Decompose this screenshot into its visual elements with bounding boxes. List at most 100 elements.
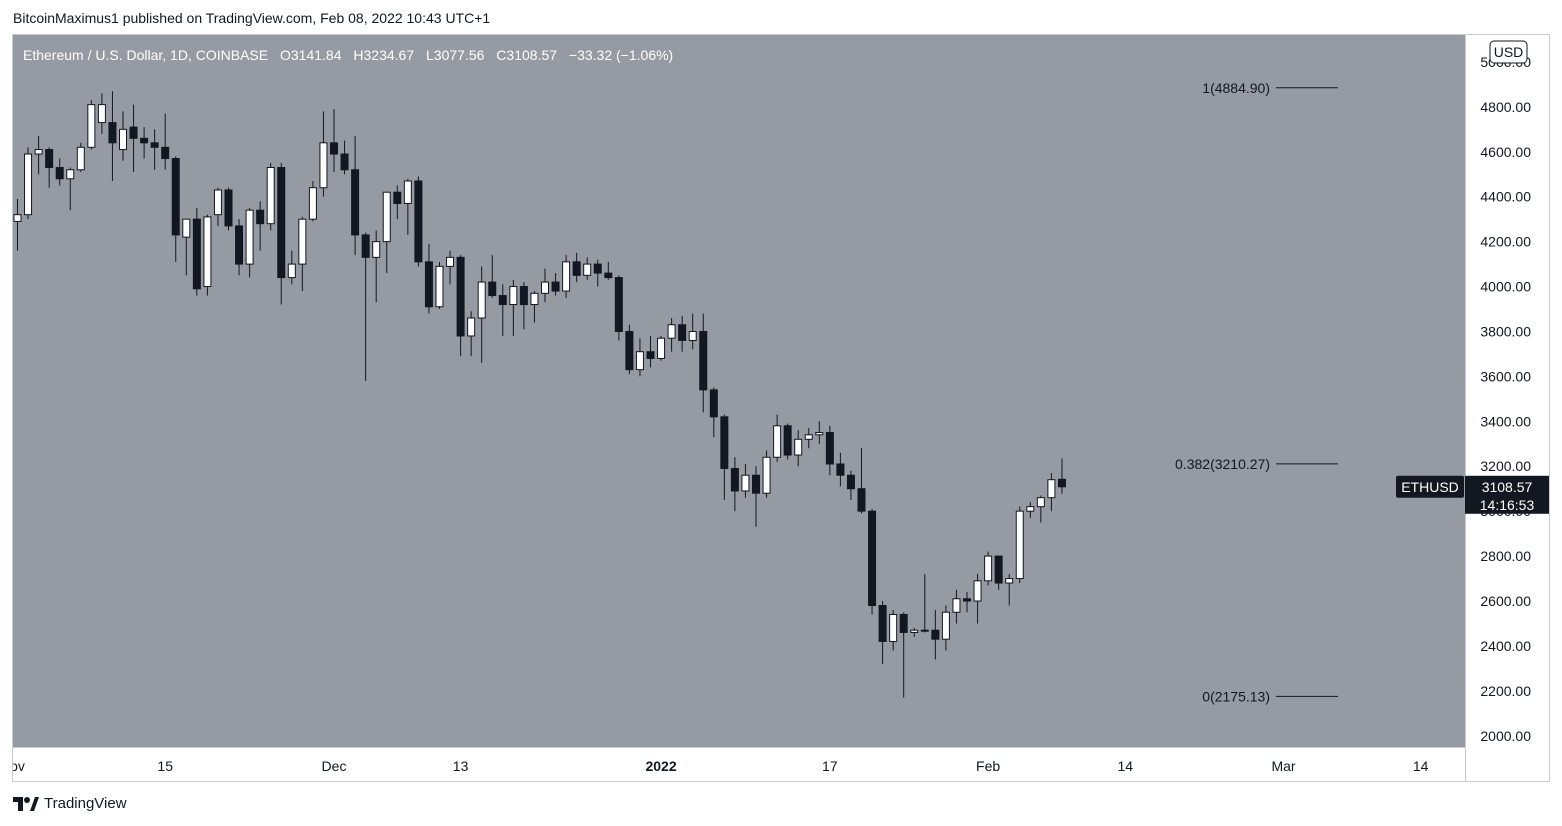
candle [192, 207, 201, 296]
tradingview-brand[interactable]: TradingView [13, 795, 127, 812]
candle-body [245, 209, 254, 265]
candle [699, 313, 708, 413]
fib-level[interactable]: 1(4884.90) [1202, 80, 1338, 96]
publish-line: BitcoinMaximus1 published on TradingView… [13, 10, 491, 26]
candle-body [330, 142, 338, 155]
candle-body [889, 613, 898, 642]
last-price-label: 3108.57 [1482, 479, 1533, 495]
x-tick-label: 15 [157, 758, 173, 774]
candle [635, 338, 644, 377]
candle [55, 158, 64, 186]
candle [541, 268, 549, 303]
candle-body [498, 295, 507, 306]
candle [709, 387, 718, 438]
candle-body [773, 425, 782, 458]
x-tick-label: 14 [1117, 758, 1133, 774]
fib-level[interactable]: 0.382(3210.27) [1175, 456, 1338, 472]
candle-body [319, 142, 328, 189]
candle [235, 219, 244, 276]
low-label: L [426, 47, 434, 63]
candle-body [667, 324, 676, 339]
candle-body [794, 438, 803, 456]
candle-body [45, 149, 54, 169]
candle-body [393, 191, 402, 204]
candle-body [477, 281, 486, 319]
candle [878, 601, 887, 664]
candle-body [340, 153, 349, 171]
candle [382, 191, 391, 274]
candle [1015, 506, 1024, 584]
x-axis-ticks: ov 15 Dec 13 2022 17 Feb 14 Mar 14 [13, 758, 1429, 774]
candle-body [298, 218, 307, 265]
chart-svg[interactable]: 1(4884.90)0.382(3210.27)0(2175.13) 5000.… [13, 35, 1549, 781]
candle [551, 273, 560, 296]
fib-level[interactable]: 0(2175.13) [1202, 688, 1338, 704]
y-tick-label: 3800.00 [1480, 323, 1531, 339]
candle-body [13, 214, 22, 222]
last-price-tag: ETHUSD 3108.57 14:16:53 [1396, 475, 1549, 514]
candle-body [593, 263, 602, 274]
candle [868, 508, 877, 615]
candle [87, 100, 96, 150]
x-tick-label: 13 [453, 758, 469, 774]
candle-body [467, 317, 476, 337]
candle-body [984, 555, 993, 582]
x-tick-label: ov [13, 758, 25, 774]
candle [393, 185, 402, 220]
fib-level-label: 0(2175.13) [1202, 688, 1270, 704]
plot-background[interactable] [13, 35, 1465, 747]
candle [762, 450, 771, 498]
candle-body [308, 187, 317, 220]
close-label: C [496, 47, 506, 63]
y-tick-label: 3600.00 [1480, 368, 1531, 384]
y-tick-label: 2600.00 [1480, 593, 1531, 609]
chart-frame[interactable]: 1(4884.90)0.382(3210.27)0(2175.13) 5000.… [12, 34, 1550, 782]
candle-body [150, 142, 159, 148]
candle-body [614, 277, 623, 332]
candle [583, 257, 592, 280]
candle [161, 113, 170, 170]
candle [488, 255, 497, 298]
candle-body [931, 629, 940, 640]
candle-body [952, 598, 961, 613]
candle [182, 218, 191, 276]
candle [572, 252, 581, 283]
low-value: 3077.56 [434, 47, 485, 63]
y-tick-label: 2800.00 [1480, 548, 1531, 564]
candle-body [836, 463, 845, 476]
candle-body [203, 216, 212, 288]
candle-body [192, 218, 201, 290]
x-tick-label: 17 [822, 758, 838, 774]
candle-body [235, 225, 244, 265]
candle-body [804, 434, 813, 440]
currency-badge[interactable]: USD [1489, 40, 1528, 64]
candle [351, 136, 360, 256]
candle [477, 266, 486, 363]
candle [836, 452, 845, 487]
candle-body [1057, 478, 1066, 488]
price-axis[interactable] [1465, 35, 1549, 781]
candle-body [108, 122, 117, 144]
candle-body [678, 324, 687, 341]
candle-body [1005, 578, 1014, 584]
candle-body [456, 256, 465, 337]
candle-body [224, 189, 233, 227]
candle [910, 627, 919, 637]
candle-body [509, 286, 518, 306]
candle [899, 612, 908, 698]
candle [45, 147, 54, 188]
open-value: 3141.84 [291, 47, 342, 63]
symbol-tag: ETHUSD [1401, 479, 1459, 495]
candle-body [256, 209, 265, 225]
x-tick-label: Feb [976, 758, 1000, 774]
y-tick-label: 2000.00 [1480, 728, 1531, 744]
time-axis[interactable] [13, 747, 1465, 781]
candle-body [435, 265, 444, 308]
candle-body [741, 474, 750, 492]
candle [76, 142, 85, 173]
candle [224, 187, 233, 231]
candle [773, 414, 782, 462]
candle [108, 91, 117, 181]
candle-body [66, 169, 75, 180]
candle [24, 147, 33, 220]
